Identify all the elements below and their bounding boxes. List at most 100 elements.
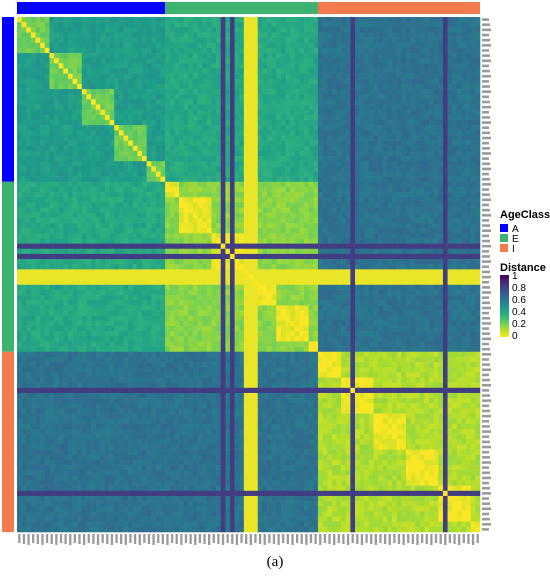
- heatmap-cell: [373, 150, 379, 157]
- heatmap-cell: [206, 186, 212, 193]
- heatmap-cell: [114, 269, 120, 275]
- heatmap-cell: [447, 58, 453, 64]
- heatmap-cell: [396, 264, 402, 270]
- heatmap-cell: [327, 27, 333, 33]
- heatmap-cell: [49, 32, 55, 38]
- heatmap-cell: [466, 197, 472, 203]
- heatmap-cell: [466, 171, 472, 177]
- heatmap-cell: [109, 233, 115, 239]
- heatmap-cell: [206, 181, 212, 188]
- heatmap-cell: [58, 186, 64, 193]
- heatmap-cell: [137, 202, 143, 208]
- heatmap-cell: [206, 120, 212, 126]
- heatmap-cell: [442, 150, 448, 157]
- heatmap-cell: [179, 17, 184, 23]
- heatmap-cell: [151, 32, 157, 38]
- heatmap-cell: [424, 161, 430, 167]
- heatmap-cell: [67, 42, 73, 49]
- heatmap-cell: [216, 140, 222, 147]
- heatmap-cell: [174, 42, 180, 49]
- heatmap-cell: [392, 99, 397, 105]
- heatmap-cell: [322, 68, 328, 74]
- heatmap-cell: [151, 78, 157, 85]
- heatmap-cell: [179, 166, 184, 172]
- heatmap-cell: [401, 104, 407, 110]
- heatmap-cell: [350, 181, 356, 188]
- heatmap-cell: [160, 42, 166, 49]
- heatmap-cell: [327, 130, 333, 136]
- heatmap-cell: [77, 150, 83, 157]
- heatmap-cell: [299, 37, 305, 44]
- heatmap-cell: [243, 109, 249, 116]
- heatmap-cell: [294, 223, 300, 229]
- heatmap-cell: [317, 192, 323, 198]
- heatmap-cell: [253, 269, 259, 275]
- heatmap-cell: [290, 53, 296, 59]
- heatmap-cell: [262, 104, 268, 110]
- heatmap-cell: [253, 94, 259, 100]
- heatmap-cell: [44, 166, 50, 172]
- heatmap-cell: [419, 161, 425, 167]
- heatmap-cell: [26, 135, 32, 141]
- heatmap-cell: [114, 27, 120, 33]
- heatmap-cell: [95, 243, 101, 250]
- heatmap-cell: [174, 120, 180, 126]
- heatmap-cell: [211, 161, 217, 167]
- heatmap-cell: [67, 89, 73, 95]
- heatmap-cell: [294, 73, 300, 80]
- heatmap-cell: [345, 53, 351, 59]
- heatmap-cell: [183, 130, 189, 136]
- heatmap-cell: [160, 253, 166, 260]
- heatmap-cell: [142, 73, 147, 80]
- heatmap-cell: [128, 63, 134, 69]
- heatmap-cell: [216, 207, 222, 213]
- heatmap-cell: [456, 181, 462, 188]
- heatmap-cell: [118, 27, 124, 33]
- heatmap-cell: [271, 171, 277, 177]
- heatmap-cell: [336, 192, 342, 198]
- heatmap-cell: [40, 120, 46, 126]
- heatmap-cell: [364, 192, 370, 198]
- heatmap-cell: [169, 192, 175, 198]
- heatmap-cell: [253, 248, 259, 255]
- heatmap-cell: [142, 145, 147, 152]
- heatmap-cell: [267, 248, 272, 255]
- heatmap-cell: [239, 32, 245, 38]
- heatmap-cell: [415, 99, 421, 105]
- heatmap-cell: [192, 253, 198, 260]
- heatmap-cell: [21, 176, 27, 183]
- heatmap-cell: [438, 171, 444, 177]
- heatmap-cell: [91, 269, 97, 275]
- heatmap-cell: [192, 99, 198, 105]
- heatmap-cell: [271, 53, 277, 59]
- heatmap-cell: [248, 253, 254, 260]
- heatmap-cell: [128, 264, 134, 270]
- heatmap-cell: [248, 135, 254, 141]
- heatmap-cell: [86, 27, 92, 33]
- heatmap-cell: [165, 140, 171, 147]
- heatmap-cell: [26, 264, 32, 270]
- heatmap-cell: [433, 145, 439, 152]
- heatmap-cell: [276, 53, 282, 59]
- heatmap-cell: [197, 32, 203, 38]
- heatmap-cell: [341, 130, 347, 136]
- heatmap-cell: [123, 166, 129, 172]
- heatmap-cell: [35, 22, 41, 28]
- heatmap-cell: [359, 99, 365, 105]
- heatmap-cell: [285, 248, 291, 255]
- heatmap-cell: [373, 78, 379, 85]
- heatmap-cell: [304, 150, 309, 157]
- heatmap-cell: [299, 228, 305, 234]
- heatmap-cell: [239, 181, 245, 188]
- heatmap-cell: [169, 114, 175, 121]
- heatmap-cell: [308, 217, 314, 224]
- heatmap-cell: [396, 78, 402, 85]
- heatmap-cell: [262, 135, 268, 141]
- heatmap-cell: [447, 150, 453, 157]
- heatmap-cell: [299, 73, 305, 80]
- heatmap-cell: [447, 63, 453, 69]
- heatmap-cell: [410, 37, 416, 44]
- heatmap-cell: [35, 89, 41, 95]
- heatmap-cell: [206, 53, 212, 59]
- heatmap-cell: [174, 109, 180, 116]
